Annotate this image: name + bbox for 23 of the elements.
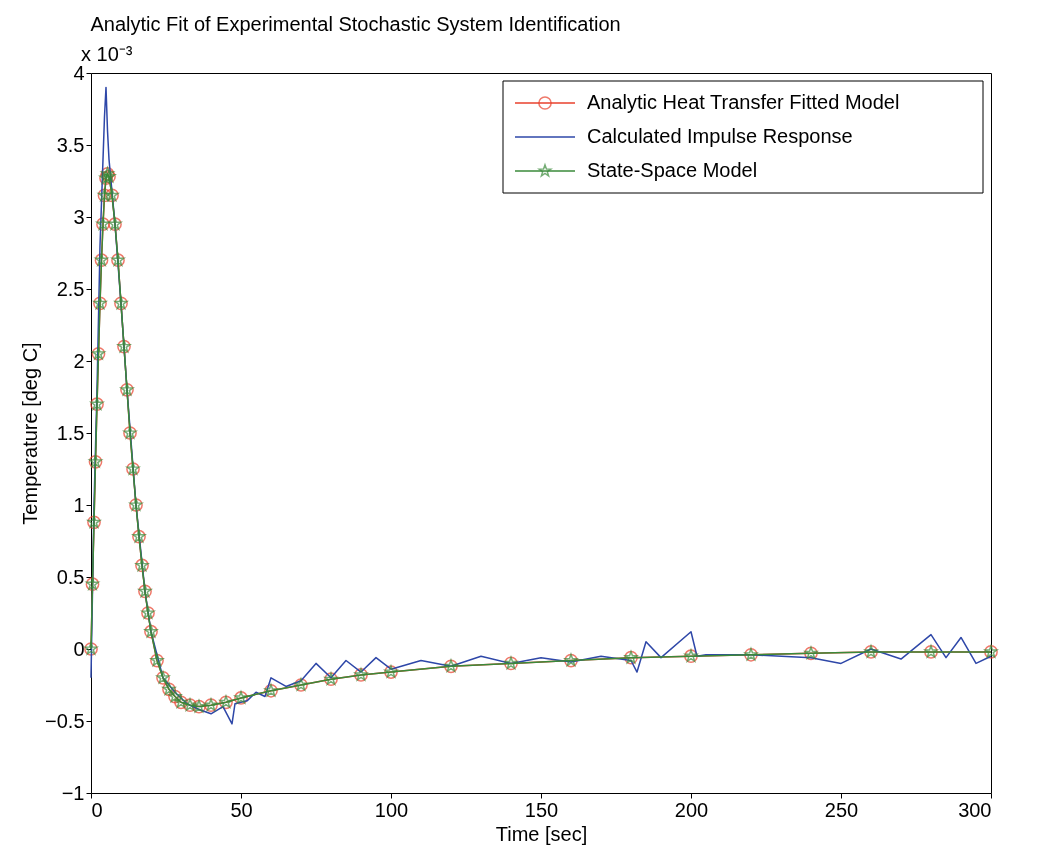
legend-label: Calculated Impulse Response [587,125,853,147]
x-tick-label: 100 [374,798,409,821]
x-tick-label: 300 [958,798,992,821]
y-tick-label: 3 [73,205,85,228]
y-tick-label: 1.5 [56,421,85,444]
y-tick-label: 2 [73,349,85,372]
y-tick-label: 0 [73,637,85,660]
y-tick-label: −1 [61,781,85,804]
legend-label: State-Space Model [587,159,758,181]
x-axis-title: Time [sec] [495,822,588,845]
x-tick-label: 50 [230,798,253,821]
chart-title: Analytic Fit of Experimental Stochastic System Identification [90,13,621,35]
x-tick-label: 0 [91,798,103,821]
y-tick-label: 0.5 [56,565,85,588]
y-tick-label: 3.5 [56,133,85,156]
y-tick-label: −0.5 [45,709,85,732]
y-axis-title: Temperature [deg C] [19,342,42,525]
y-tick-label: 2.5 [56,277,85,300]
legend-label: Analytic Heat Transfer Fitted Model [587,91,900,113]
x-tick-label: 150 [524,798,559,821]
y-tick-label: 1 [73,493,85,516]
x-tick-label: 250 [824,798,859,821]
x-tick-label: 200 [674,798,709,821]
